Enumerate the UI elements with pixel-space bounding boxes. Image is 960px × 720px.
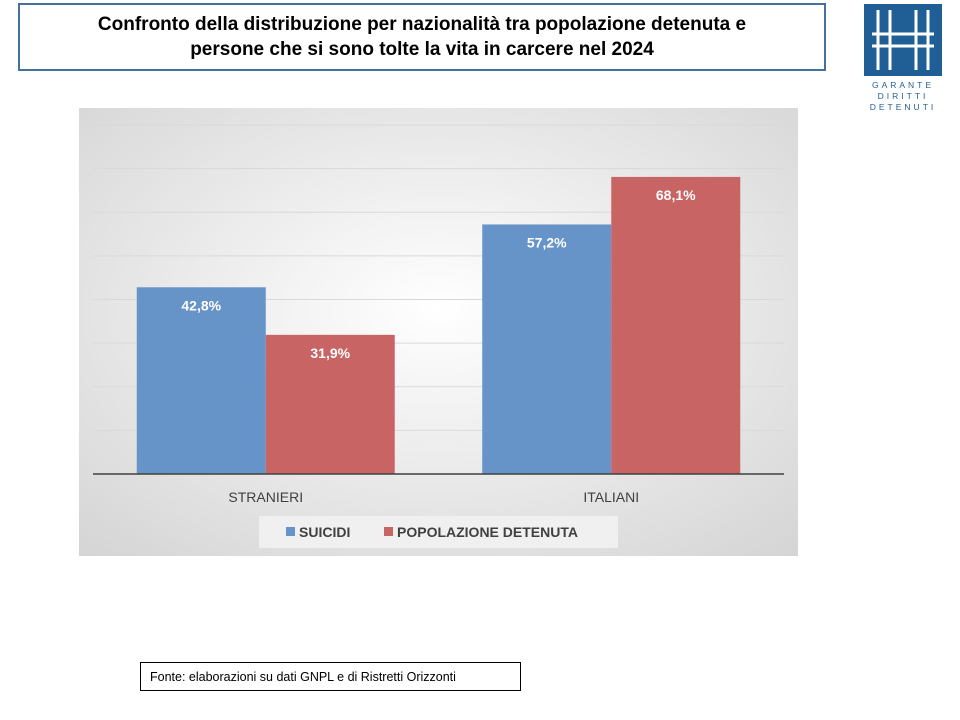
source-note: Fonte: elaborazioni su dati GNPL e di Ri… <box>140 662 521 691</box>
x-tick-label: ITALIANI <box>583 489 639 505</box>
chart-title-line-2: persone che si sono tolte la vita in car… <box>190 39 654 60</box>
data-label: 31,9% <box>310 345 350 361</box>
chart-title-box: Confronto della distribuzione per nazion… <box>18 3 826 71</box>
legend-swatch <box>286 527 295 536</box>
garante-logo: GARANTE DIRITTI DETENUTI <box>864 4 942 116</box>
bar-suicidi <box>136 287 266 474</box>
data-label: 42,8% <box>181 297 221 313</box>
source-text: Fonte: elaborazioni su dati GNPL e di Ri… <box>150 669 456 684</box>
x-tick-label: STRANIERI <box>228 489 303 505</box>
legend-swatch <box>384 527 393 536</box>
data-label: 68,1% <box>656 187 696 203</box>
logo-text-line-3: DETENUTI <box>869 102 937 112</box>
legend-label: SUICIDI <box>299 524 350 540</box>
bar-popolazione-detenuta <box>611 176 741 474</box>
chart-area: 42,8% 31,9% STRANIERI 57,2% 68,1% ITALIANI SU… <box>79 108 798 556</box>
bar-popolazione-detenuta <box>265 334 395 474</box>
bar-chart: 42,8% 31,9% STRANIERI 57,2% 68,1% ITALIANI SU… <box>79 108 798 556</box>
chart-title-line-1: Confronto della distribuzione per nazion… <box>97 14 747 35</box>
legend-label: POPOLAZIONE DETENUTA <box>397 524 578 540</box>
bar-suicidi <box>482 224 612 474</box>
data-label: 57,2% <box>527 234 567 250</box>
logo-text-line-2: DIRITTI <box>877 91 929 101</box>
logo-text-line-1: GARANTE <box>871 80 935 90</box>
legend-background <box>259 516 618 548</box>
garante-logo-icon <box>864 4 942 76</box>
